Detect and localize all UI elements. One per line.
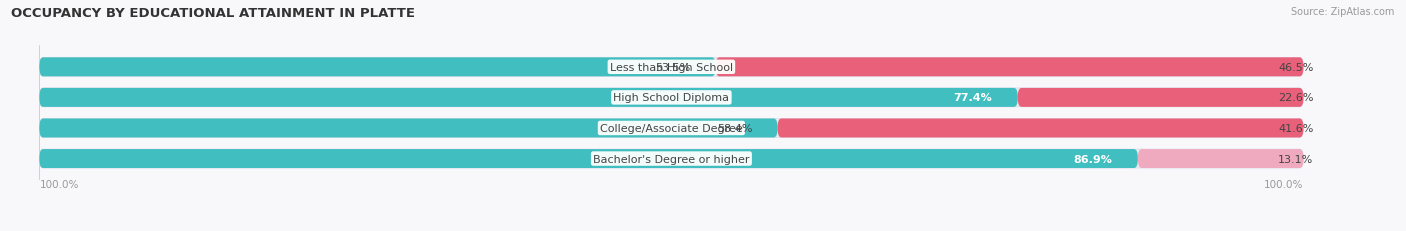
Text: Less than High School: Less than High School — [610, 63, 733, 73]
Text: 53.5%: 53.5% — [655, 63, 690, 73]
Text: 13.1%: 13.1% — [1278, 154, 1313, 164]
Text: College/Associate Degree: College/Associate Degree — [600, 123, 742, 133]
FancyBboxPatch shape — [39, 88, 1018, 107]
Text: Source: ZipAtlas.com: Source: ZipAtlas.com — [1291, 7, 1395, 17]
FancyBboxPatch shape — [39, 119, 778, 138]
FancyBboxPatch shape — [716, 58, 1303, 77]
Text: 100.0%: 100.0% — [39, 179, 79, 189]
FancyBboxPatch shape — [39, 119, 1303, 138]
Text: 58.4%: 58.4% — [717, 123, 752, 133]
FancyBboxPatch shape — [39, 58, 1303, 77]
Text: 22.6%: 22.6% — [1278, 93, 1313, 103]
FancyBboxPatch shape — [39, 58, 716, 77]
FancyBboxPatch shape — [778, 119, 1303, 138]
Text: 86.9%: 86.9% — [1074, 154, 1112, 164]
Text: 46.5%: 46.5% — [1278, 63, 1313, 73]
FancyBboxPatch shape — [1137, 149, 1303, 168]
Text: High School Diploma: High School Diploma — [613, 93, 730, 103]
Text: 41.6%: 41.6% — [1278, 123, 1313, 133]
Text: OCCUPANCY BY EDUCATIONAL ATTAINMENT IN PLATTE: OCCUPANCY BY EDUCATIONAL ATTAINMENT IN P… — [11, 7, 415, 20]
FancyBboxPatch shape — [39, 149, 1137, 168]
Text: Bachelor's Degree or higher: Bachelor's Degree or higher — [593, 154, 749, 164]
Text: 100.0%: 100.0% — [1264, 179, 1303, 189]
FancyBboxPatch shape — [39, 88, 1303, 107]
FancyBboxPatch shape — [39, 149, 1303, 168]
Text: 77.4%: 77.4% — [953, 93, 993, 103]
FancyBboxPatch shape — [1018, 88, 1303, 107]
